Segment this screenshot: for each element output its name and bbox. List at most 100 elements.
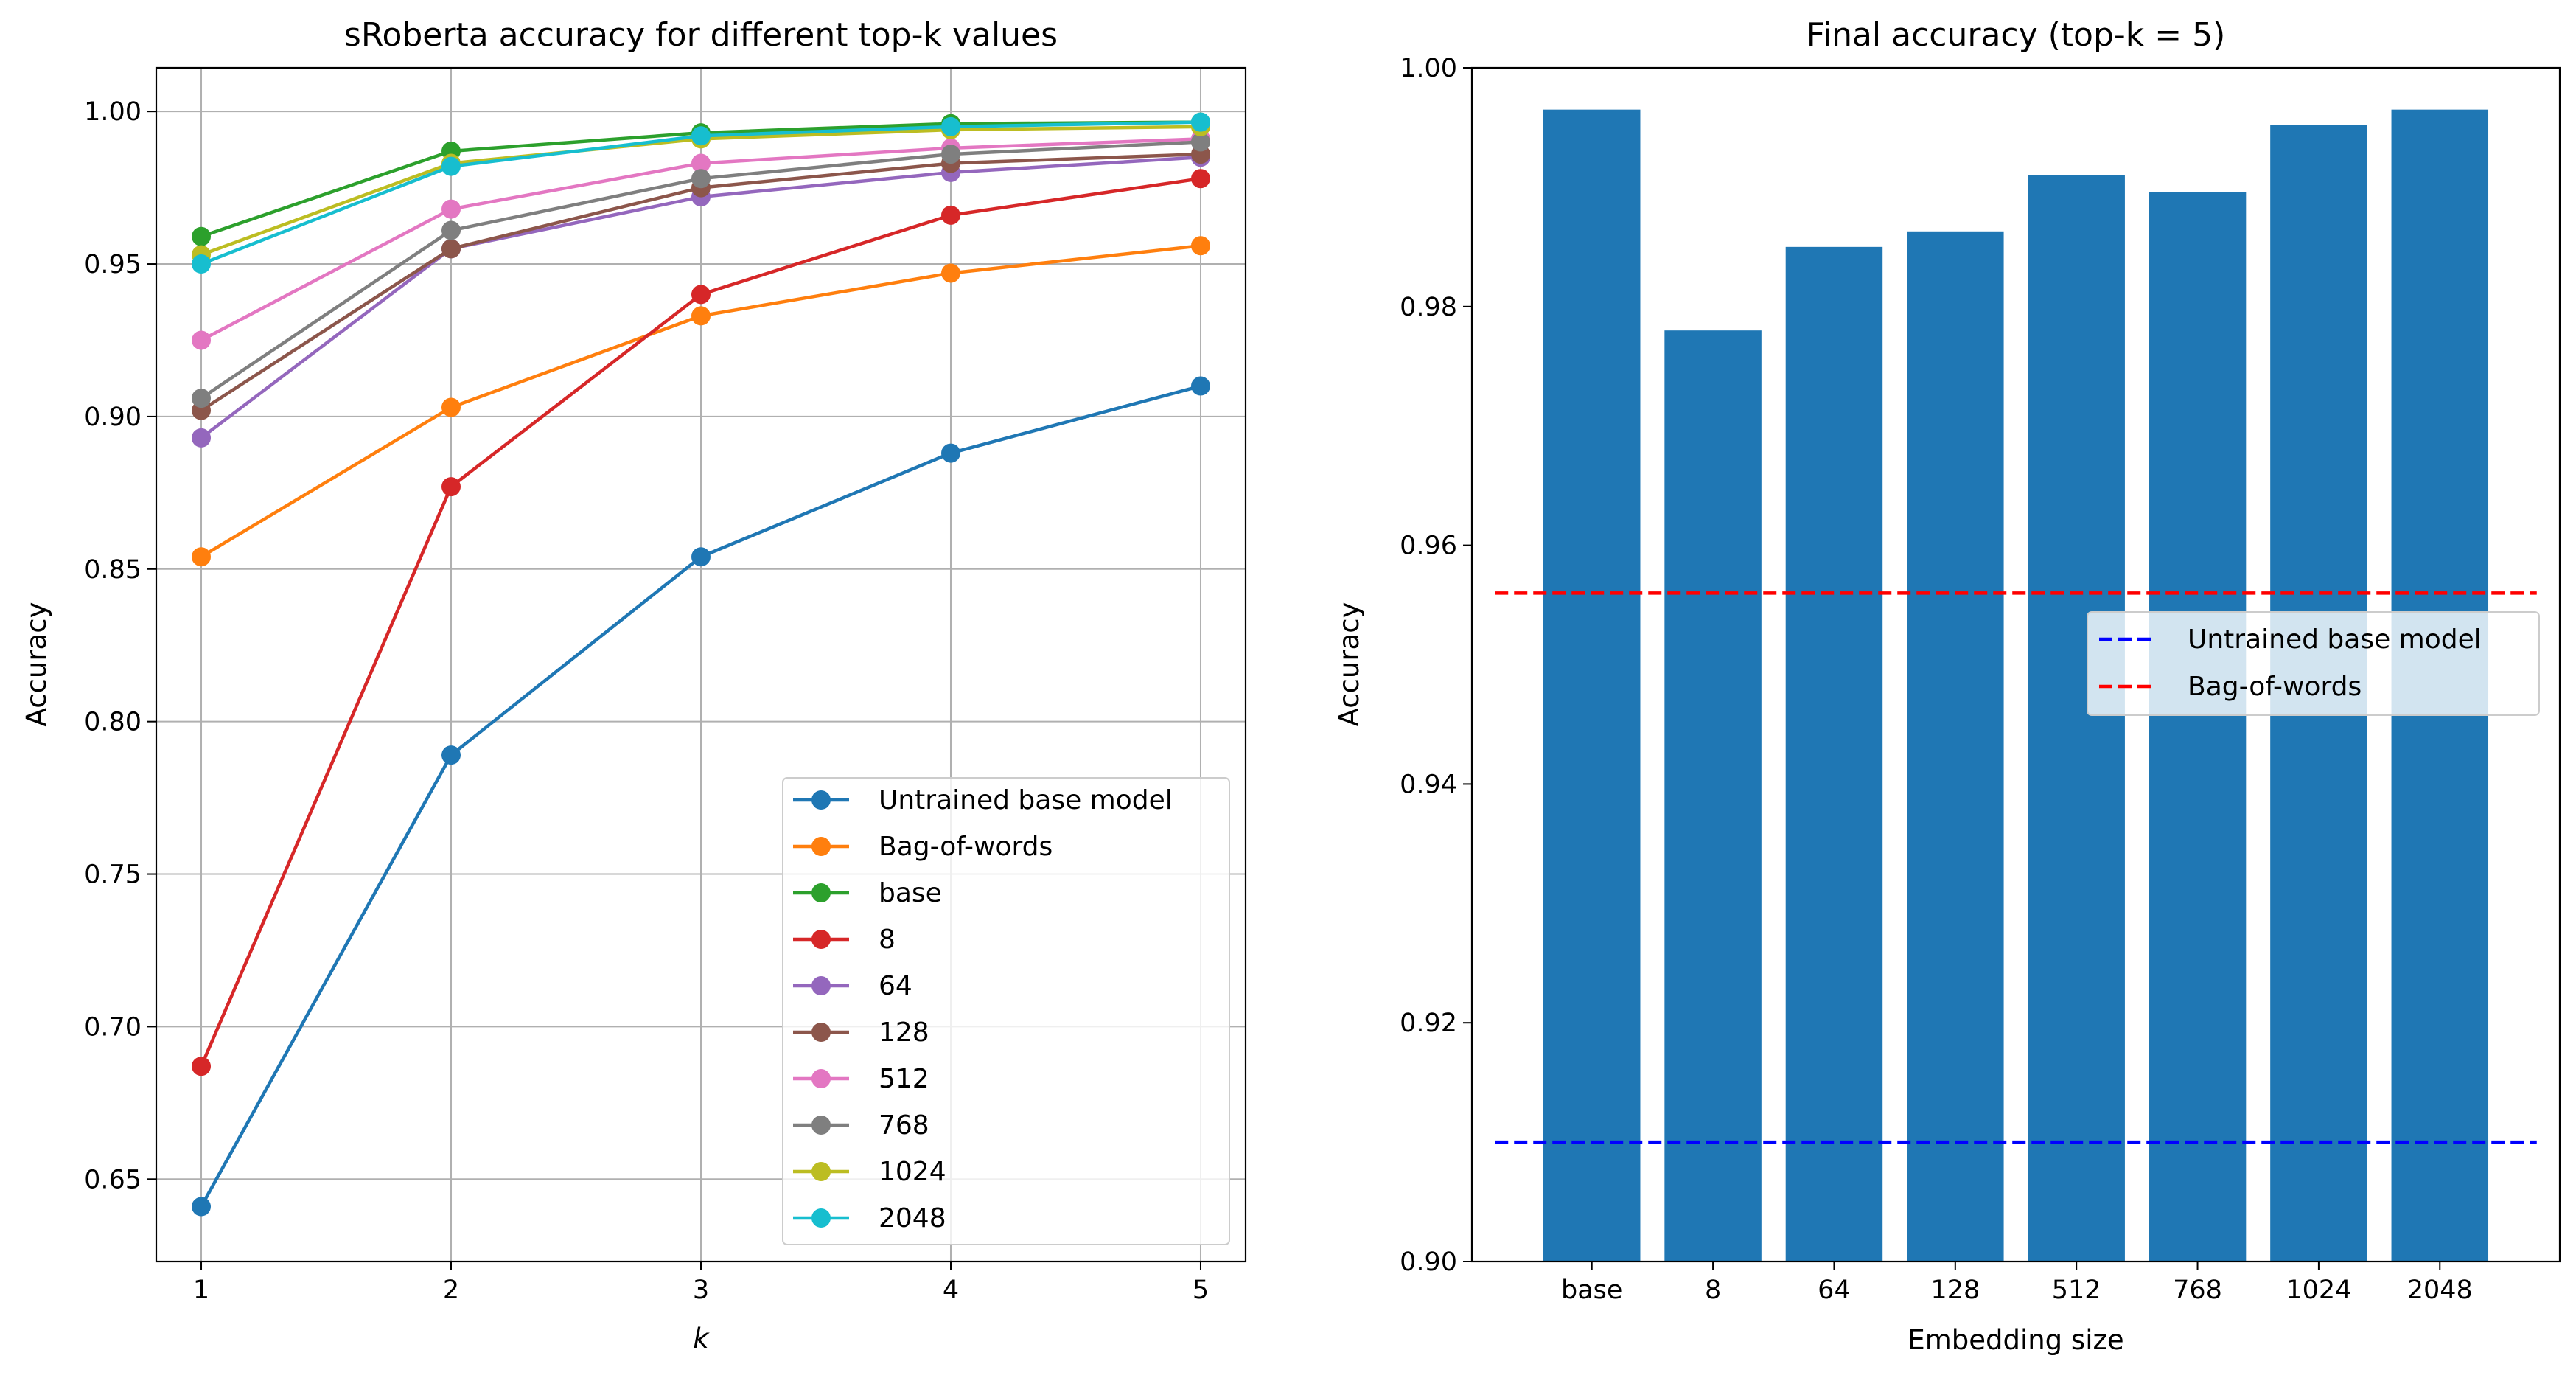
bar-chart-frame — [1470, 66, 2561, 1263]
series-2048 — [192, 112, 1210, 274]
legend-label: 512 — [879, 1064, 929, 1094]
data-point — [192, 1057, 212, 1076]
y-tick-label: 1.00 — [1400, 54, 1457, 83]
legend-label: Bag-of-words — [879, 832, 1053, 862]
y-tick-label: 0.70 — [84, 1012, 142, 1042]
data-point — [192, 226, 212, 246]
y-tick-label: 0.65 — [84, 1165, 142, 1194]
y-tick-label: 0.94 — [1400, 770, 1457, 799]
data-point — [691, 285, 711, 305]
line-chart-series — [192, 112, 1210, 1217]
legend-item: 8 — [793, 925, 896, 955]
data-point — [1190, 169, 1210, 189]
y-tick-label: 0.80 — [84, 708, 142, 737]
data-point — [441, 397, 461, 417]
legend-item: 768 — [793, 1110, 929, 1141]
legend-item: 128 — [793, 1017, 929, 1048]
data-point — [441, 745, 461, 765]
bar-128 — [1907, 231, 2004, 1262]
data-point — [192, 330, 212, 350]
x-tick-label: 3 — [693, 1276, 709, 1305]
data-point — [691, 547, 711, 567]
x-tick-label: 2048 — [2407, 1276, 2473, 1305]
legend-label: base — [879, 878, 942, 908]
data-point — [1190, 236, 1210, 256]
legend-swatch-marker — [811, 1162, 831, 1181]
bar-8 — [1664, 330, 1762, 1262]
bar-chart-y-label: Accuracy — [1333, 602, 1365, 727]
legend-swatch-marker — [811, 1023, 831, 1042]
bar-chart-reference-lines — [1495, 591, 2537, 1144]
bar-768 — [2149, 192, 2247, 1262]
data-point — [691, 169, 711, 189]
series-untrained-base-model — [192, 376, 1210, 1217]
y-tick-label: 1.00 — [84, 97, 142, 127]
y-tick-label: 0.90 — [1400, 1247, 1457, 1277]
legend-item: 64 — [793, 971, 912, 1001]
bar-chart-legend-box — [2087, 611, 2540, 716]
data-point — [192, 428, 212, 448]
line-chart-ticks: 1 2 3 4 5 0.65 0.70 0.75 0.80 0.85 0.90 0.95 1.00 — [84, 97, 1209, 1305]
data-point — [1190, 112, 1210, 132]
bar-chart-ticks: base 8 64 128 512 768 1024 2048 0.90 0.92 0.94 0.96… — [1400, 54, 2473, 1305]
data-point — [441, 199, 461, 219]
data-point — [441, 156, 461, 176]
legend-swatch-marker — [811, 1208, 831, 1228]
x-tick-label: 2 — [443, 1276, 459, 1305]
legend-label: 128 — [879, 1017, 929, 1048]
data-point — [691, 126, 711, 146]
series-8 — [192, 169, 1210, 1076]
legend-label: 2048 — [879, 1203, 946, 1233]
x-tick-label: 128 — [1930, 1276, 1980, 1305]
x-tick-label: 8 — [1705, 1276, 1721, 1305]
legend-item: Bag-of-words — [793, 832, 1053, 862]
bar-chart-x-label: Embedding size — [1907, 1324, 2123, 1356]
line-chart-legend: Untrained base model Bag-of-words base 8 64 1… — [782, 777, 1230, 1245]
legend-swatch-marker — [811, 930, 831, 949]
legend-label: 8 — [879, 925, 896, 955]
y-tick-label: 0.96 — [1400, 532, 1457, 561]
x-tick-label: 64 — [1818, 1276, 1851, 1305]
x-tick-label: 512 — [2052, 1276, 2101, 1305]
line-chart-y-label: Accuracy — [21, 602, 52, 727]
data-point — [441, 239, 461, 259]
legend-item: Bag-of-words — [2099, 672, 2362, 702]
y-tick-label: 0.98 — [1400, 293, 1457, 322]
x-tick-label: 1024 — [2286, 1276, 2351, 1305]
legend-item: base — [793, 878, 942, 908]
series-bag-of-words — [192, 236, 1210, 567]
legend-item: 1024 — [793, 1157, 946, 1187]
legend-swatch-marker — [811, 790, 831, 810]
bar-chart-title: Final accuracy (top-k = 5) — [1807, 16, 2226, 54]
x-tick-label: 1 — [193, 1276, 209, 1305]
legend-swatch-marker — [811, 976, 831, 995]
legend-swatch-marker — [811, 1069, 831, 1088]
line-chart-legend-box — [782, 777, 1230, 1245]
series-768 — [192, 132, 1210, 408]
data-point — [940, 443, 960, 463]
legend-label: Untrained base model — [879, 785, 1173, 815]
x-tick-label: 768 — [2173, 1276, 2222, 1305]
legend-label: Bag-of-words — [2188, 672, 2362, 702]
data-point — [192, 1197, 212, 1217]
bar-chart-bars — [1543, 109, 2489, 1262]
x-tick-label: 5 — [1193, 1276, 1209, 1305]
data-point — [940, 145, 960, 164]
bar-chart: base 8 64 128 512 768 1024 2048 0.90 0.92 0.94 0.96… — [1333, 16, 2561, 1356]
data-point — [1190, 132, 1210, 152]
data-point — [192, 389, 212, 408]
data-point — [691, 153, 711, 173]
y-tick-label: 0.90 — [84, 403, 142, 432]
legend-item: Untrained base model — [793, 785, 1173, 815]
data-point — [940, 116, 960, 136]
legend-item: Untrained base model — [2099, 624, 2482, 655]
legend-swatch-marker — [811, 1116, 831, 1135]
y-tick-label: 0.95 — [84, 250, 142, 279]
bar-base — [1543, 109, 1641, 1262]
bar-512 — [2028, 175, 2125, 1262]
bar-64 — [1785, 246, 1883, 1262]
x-tick-label: 4 — [943, 1276, 959, 1305]
legend-item: 512 — [793, 1064, 929, 1094]
legend-label: 768 — [879, 1110, 929, 1141]
